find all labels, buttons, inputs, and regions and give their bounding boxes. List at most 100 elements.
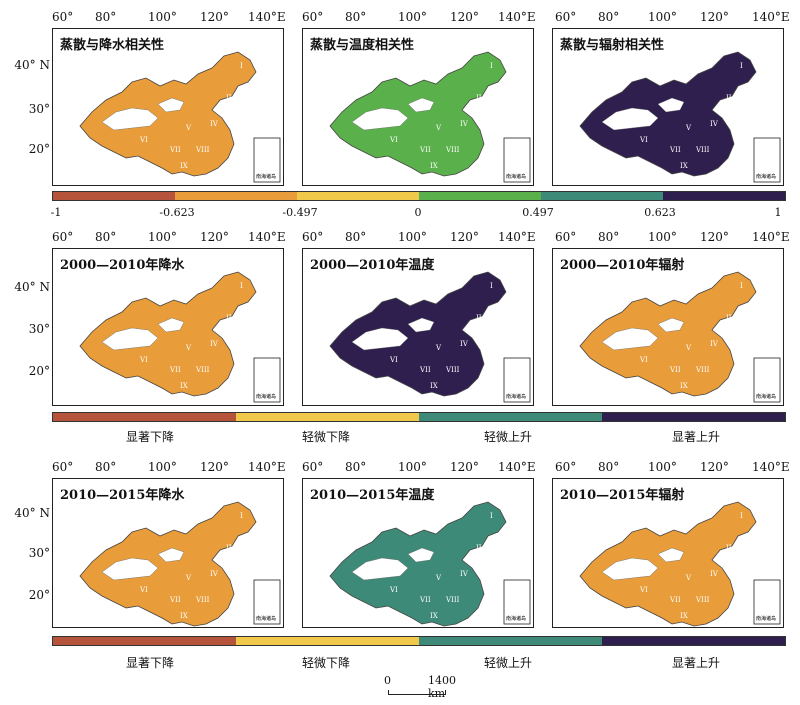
region-label: VI [389, 136, 398, 144]
region-label: VI [389, 586, 398, 594]
south-china-sea-inset [253, 579, 281, 625]
region-label: II [226, 544, 232, 552]
lon-label: 120° [700, 10, 729, 24]
scale-bar-line [388, 690, 446, 695]
desert-region [101, 557, 159, 581]
china-landmass [579, 501, 757, 627]
panel-title: 2000—2010年降水 [60, 258, 185, 273]
lat-label: 40° N [14, 506, 50, 520]
china-landmass [79, 501, 257, 627]
lon-label: 140°E [498, 10, 536, 24]
lon-label: 80° [598, 10, 620, 24]
region-label: VI [639, 586, 648, 594]
lat-label: 20° [28, 142, 50, 156]
region-label: VIII [445, 366, 460, 374]
lon-label: 100° [398, 460, 427, 474]
south-china-sea-inset [753, 357, 781, 403]
south-china-sea-inset [753, 137, 781, 183]
region-label: I [240, 512, 243, 520]
inset-label: 南海诸岛 [506, 615, 526, 622]
lon-label: 80° [598, 230, 620, 244]
legend-swatch [419, 413, 602, 421]
region-label: VIII [695, 366, 710, 374]
region-label: III [632, 114, 641, 122]
region-label: II [476, 314, 482, 322]
region-label: VII [669, 146, 681, 154]
lat-label: 20° [28, 364, 50, 378]
correlation-legend-bar [52, 191, 786, 201]
region-label: VI [389, 356, 398, 364]
scale-bar: 0 1400 km [384, 674, 474, 700]
trend-legend-bar [52, 636, 786, 646]
map-panel-temp-2000-2010: I II III IV V VI VII VIII IX 南海诸岛 2000—2010年温度 [302, 248, 534, 406]
region-label: I [740, 512, 743, 520]
lat-label: 30° [28, 546, 50, 560]
legend-tick: 0 [414, 206, 422, 219]
region-label: III [132, 334, 141, 342]
lon-label: 80° [345, 230, 367, 244]
desert-region [351, 557, 409, 581]
region-label: III [632, 564, 641, 572]
region-label: II [226, 94, 232, 102]
region-label: VIII [195, 366, 210, 374]
region-label: I [240, 62, 243, 70]
legend-swatch [419, 637, 602, 645]
trend-legend-bar [52, 412, 786, 422]
panel-title: 2010—2015年温度 [310, 488, 435, 503]
lon-label: 100° [648, 460, 677, 474]
china-landmass [329, 51, 507, 177]
legend-swatch [663, 192, 785, 200]
south-china-sea-inset [253, 137, 281, 183]
region-label: IV [210, 340, 219, 348]
lon-label: 100° [648, 10, 677, 24]
map-panel-radiation-2010-2015: I II III IV V VI VII VIII IX 南海诸岛 2010—2015年辐射 [552, 478, 784, 628]
scale-bar-zero: 0 [384, 674, 391, 687]
legend-class: 轻微下降 [301, 656, 351, 670]
lon-label: 60° [52, 10, 74, 24]
legend-tick: 0.497 [522, 206, 554, 219]
china-landmass [579, 271, 757, 397]
panel-title: 蒸散与辐射相关性 [560, 38, 665, 53]
region-label: VIII [695, 596, 710, 604]
region-label: IX [180, 162, 188, 170]
region-label: III [632, 334, 641, 342]
region-label: III [382, 334, 391, 342]
lon-label: 100° [398, 10, 427, 24]
legend-tick: 0.623 [644, 206, 676, 219]
desert-region [407, 547, 435, 563]
lon-label: 120° [700, 230, 729, 244]
lon-label: 120° [200, 10, 229, 24]
china-landmass [579, 51, 757, 177]
lon-label: 140°E [752, 10, 790, 24]
china-landmass [329, 501, 507, 627]
region-label: IX [180, 612, 188, 620]
region-label: V [435, 344, 442, 352]
region-label: VII [419, 146, 431, 154]
lon-label: 100° [148, 230, 177, 244]
legend-class: 显著上升 [671, 656, 721, 670]
china-landmass [329, 271, 507, 397]
lon-label: 60° [302, 10, 324, 24]
lon-label: 120° [450, 460, 479, 474]
lon-label: 60° [555, 10, 577, 24]
region-label: III [382, 114, 391, 122]
region-label: IV [710, 570, 719, 578]
legend-swatch [53, 413, 236, 421]
region-label: II [726, 544, 732, 552]
lon-label: 140°E [752, 460, 790, 474]
region-label: III [132, 564, 141, 572]
legend-tick: -0.623 [159, 206, 195, 219]
lon-label: 60° [302, 230, 324, 244]
region-label: IV [460, 340, 469, 348]
map-panel-et-radiation: I II III IV V VI VII VIII IX 南海诸岛 蒸散与辐射相关性 [552, 28, 784, 186]
lon-label: 60° [555, 230, 577, 244]
legend-class: 轻微上升 [483, 656, 533, 670]
region-label: VIII [195, 146, 210, 154]
region-label: II [476, 544, 482, 552]
lon-label: 140°E [248, 230, 286, 244]
